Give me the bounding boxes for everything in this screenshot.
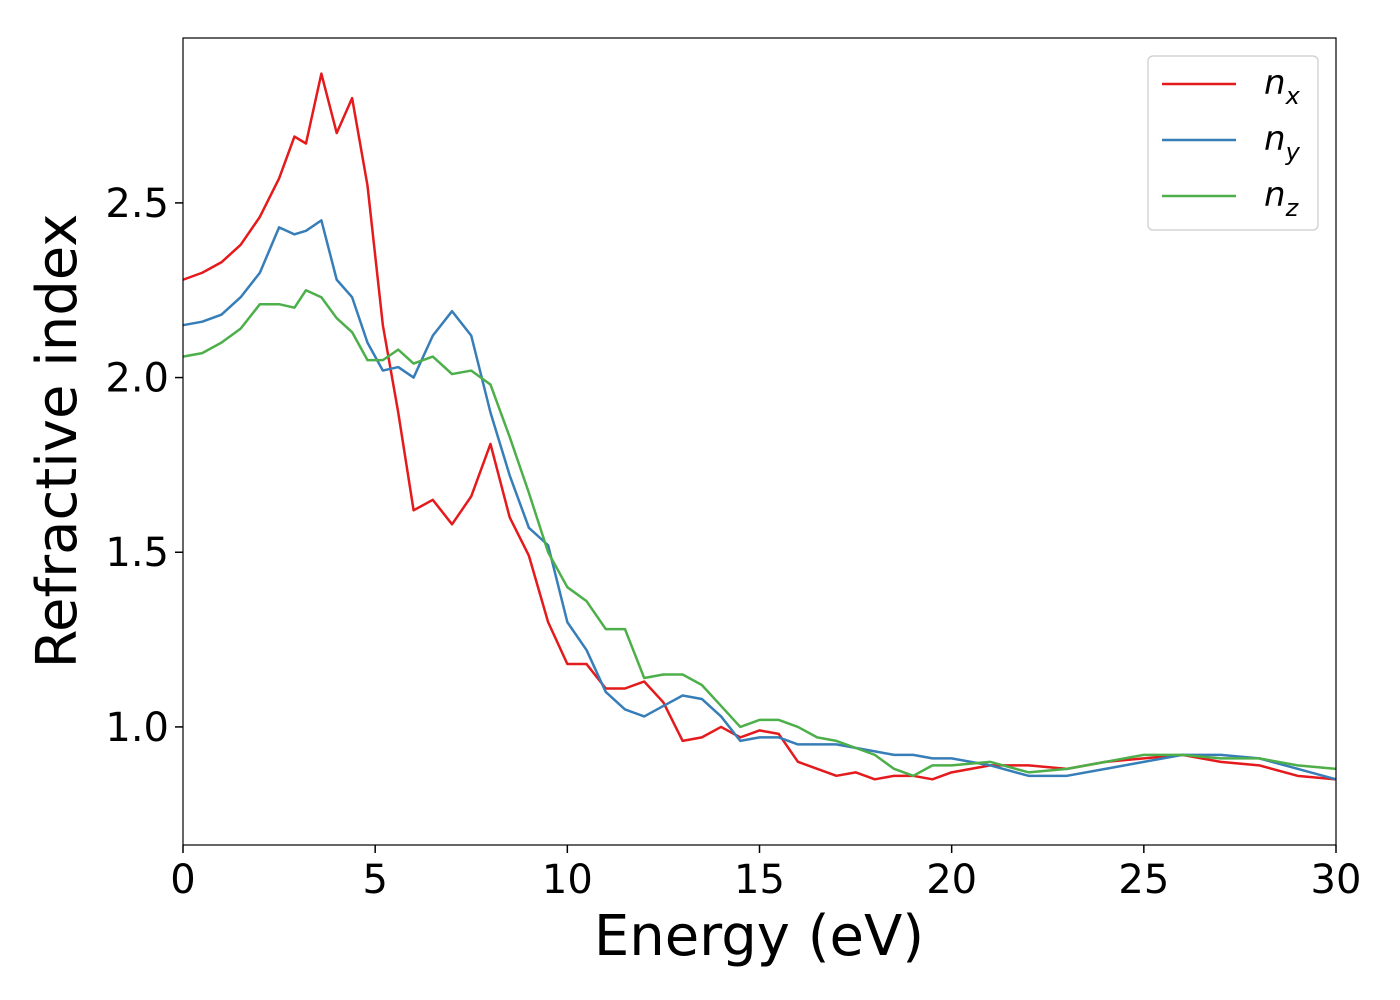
x-tick-label: 15 <box>734 857 785 903</box>
y-tick-label: 1.0 <box>105 705 169 751</box>
series-line <box>182 219 1337 781</box>
x-tick-label: 10 <box>542 857 593 903</box>
plot-frame <box>182 37 1337 846</box>
x-tick-label: 5 <box>362 857 387 903</box>
series-line <box>182 288 1337 778</box>
x-tick-label: 20 <box>926 857 977 903</box>
y-tick-label: 2.5 <box>105 181 169 227</box>
y-tick-label: 2.0 <box>105 356 169 402</box>
y-axis-label: Refractive index <box>25 214 90 669</box>
x-tick-label: 30 <box>1311 857 1362 903</box>
x-tick-label: 25 <box>1118 857 1169 903</box>
x-axis-label: Energy (eV) <box>594 904 924 969</box>
y-tick-label: 1.5 <box>105 530 169 576</box>
legend-box <box>1147 55 1319 231</box>
x-tick-label: 0 <box>170 857 195 903</box>
